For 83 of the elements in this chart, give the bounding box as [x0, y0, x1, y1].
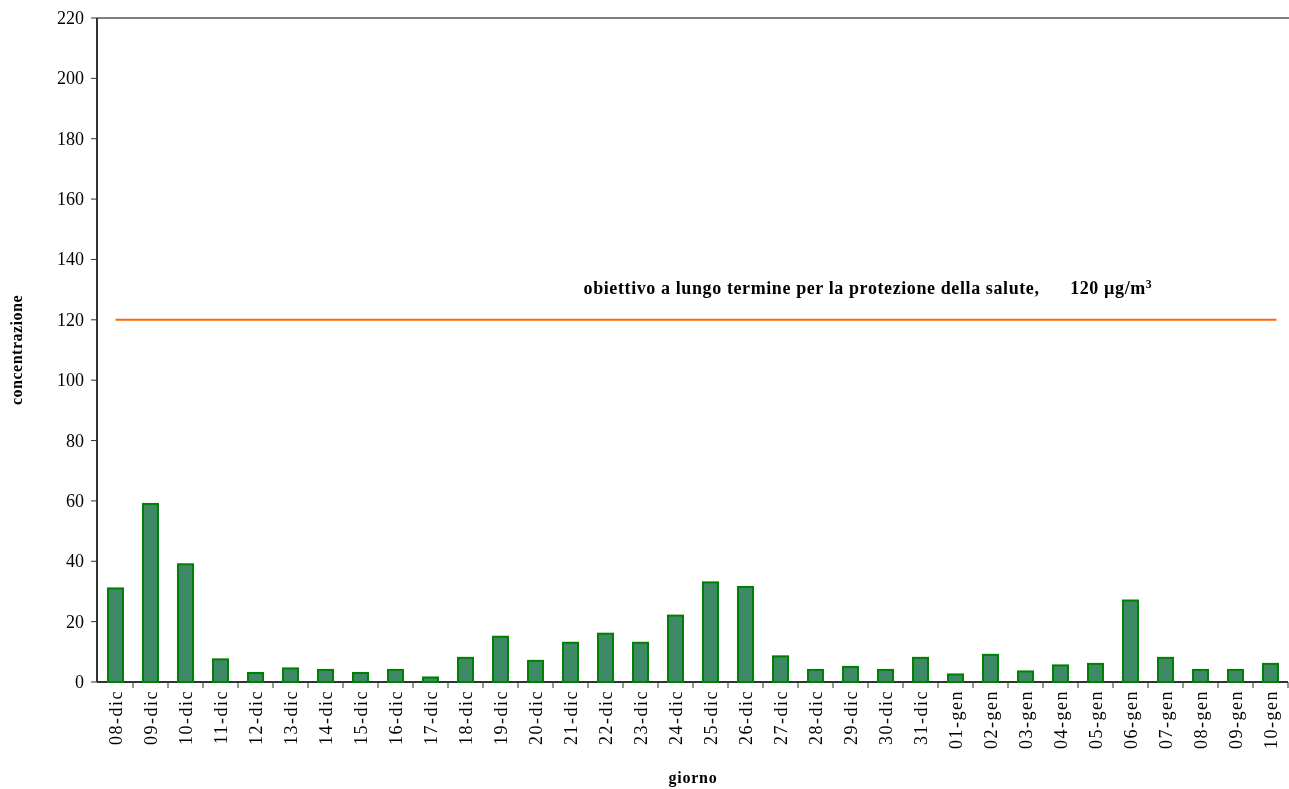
bar [177, 563, 194, 683]
x-tick-label: 15-dic [350, 690, 371, 745]
x-tick-label: 05-gen [1085, 690, 1106, 749]
bar [352, 671, 369, 683]
x-tick-label: 25-dic [700, 690, 721, 745]
x-tick-label: 18-dic [455, 690, 476, 745]
y-tick-label: 120 [57, 309, 84, 330]
bar [1192, 668, 1209, 683]
y-tick-label: 0 [75, 672, 84, 692]
x-tick-label: 22-dic [595, 690, 616, 745]
bar [982, 653, 999, 683]
y-tick-label: 140 [57, 249, 84, 270]
bar [702, 581, 719, 683]
x-tick-label: 23-dic [630, 690, 651, 745]
x-tick-label: 21-dic [560, 690, 581, 745]
x-tick-label: 30-dic [875, 690, 896, 745]
y-tick-label: 60 [66, 490, 84, 511]
bar [1227, 668, 1244, 683]
bar [387, 668, 404, 683]
x-tick-label: 02-gen [980, 690, 1001, 749]
bar [1122, 599, 1139, 683]
x-tick-label: 09-gen [1225, 690, 1246, 749]
bar [1087, 662, 1104, 683]
x-tick-label: 28-dic [805, 690, 826, 745]
bar [737, 585, 754, 683]
x-tick-label: 10-gen [1260, 690, 1281, 749]
y-tick-label: 100 [57, 370, 84, 391]
bar [877, 668, 894, 683]
bar [1157, 656, 1174, 683]
x-tick-label: 16-dic [385, 690, 406, 745]
y-axis-title: concentrazione [8, 294, 25, 406]
bar [807, 668, 824, 683]
x-tick-label: 24-dic [665, 690, 686, 745]
bar [457, 656, 474, 683]
bar [422, 676, 439, 683]
x-tick-label: 08-dic [105, 690, 126, 745]
x-tick-label: 19-dic [490, 690, 511, 745]
y-tick-label: 20 [66, 611, 84, 632]
x-tick-label: 09-dic [140, 690, 161, 745]
x-tick-label: 10-dic [175, 690, 196, 745]
x-tick-label: 20-dic [525, 690, 546, 745]
x-tick-label: 07-gen [1155, 690, 1176, 749]
bar [282, 667, 299, 683]
x-tick-label: 12-dic [245, 690, 266, 745]
y-tick-label: 80 [66, 430, 84, 451]
x-tick-label: 17-dic [420, 690, 441, 745]
bar [142, 502, 159, 683]
bar [212, 658, 229, 683]
y-tick-label: 160 [57, 189, 84, 210]
y-tick-label: 200 [57, 68, 84, 89]
x-tick-label: 13-dic [280, 690, 301, 745]
bar [1052, 664, 1069, 683]
x-tick-label: 14-dic [315, 690, 336, 745]
bar [247, 671, 264, 683]
bar [947, 673, 964, 683]
bar [1262, 662, 1279, 683]
x-tick-label: 04-gen [1050, 690, 1071, 749]
x-axis-title: giorno [668, 769, 718, 787]
bar [597, 632, 614, 683]
y-tick-label: 40 [66, 551, 84, 572]
bar [842, 665, 859, 683]
bar [562, 641, 579, 683]
x-tick-label: 27-dic [770, 690, 791, 745]
x-tick-label: 08-gen [1190, 690, 1211, 749]
x-tick-label: 26-dic [735, 690, 756, 745]
y-tick-label: 180 [57, 128, 84, 149]
bar [772, 655, 789, 683]
bar [492, 635, 509, 683]
bar [107, 587, 124, 683]
x-tick-label: 31-dic [910, 690, 931, 745]
bar [632, 641, 649, 683]
bar [317, 668, 334, 683]
bar [912, 656, 929, 683]
x-tick-label: 11-dic [210, 690, 231, 745]
x-tick-label: 03-gen [1015, 690, 1036, 749]
x-tick-label: 29-dic [840, 690, 861, 745]
bar [527, 659, 544, 683]
x-tick-label: 01-gen [945, 690, 966, 749]
bar [1017, 670, 1034, 683]
ref-line-label: obiettivo a lungo termine per la protezione della salute, 120 µg/m$^{3}$ [583, 277, 1153, 298]
y-tick-label: 220 [57, 8, 84, 28]
bar [667, 614, 684, 683]
x-tick-label: 06-gen [1120, 690, 1141, 749]
